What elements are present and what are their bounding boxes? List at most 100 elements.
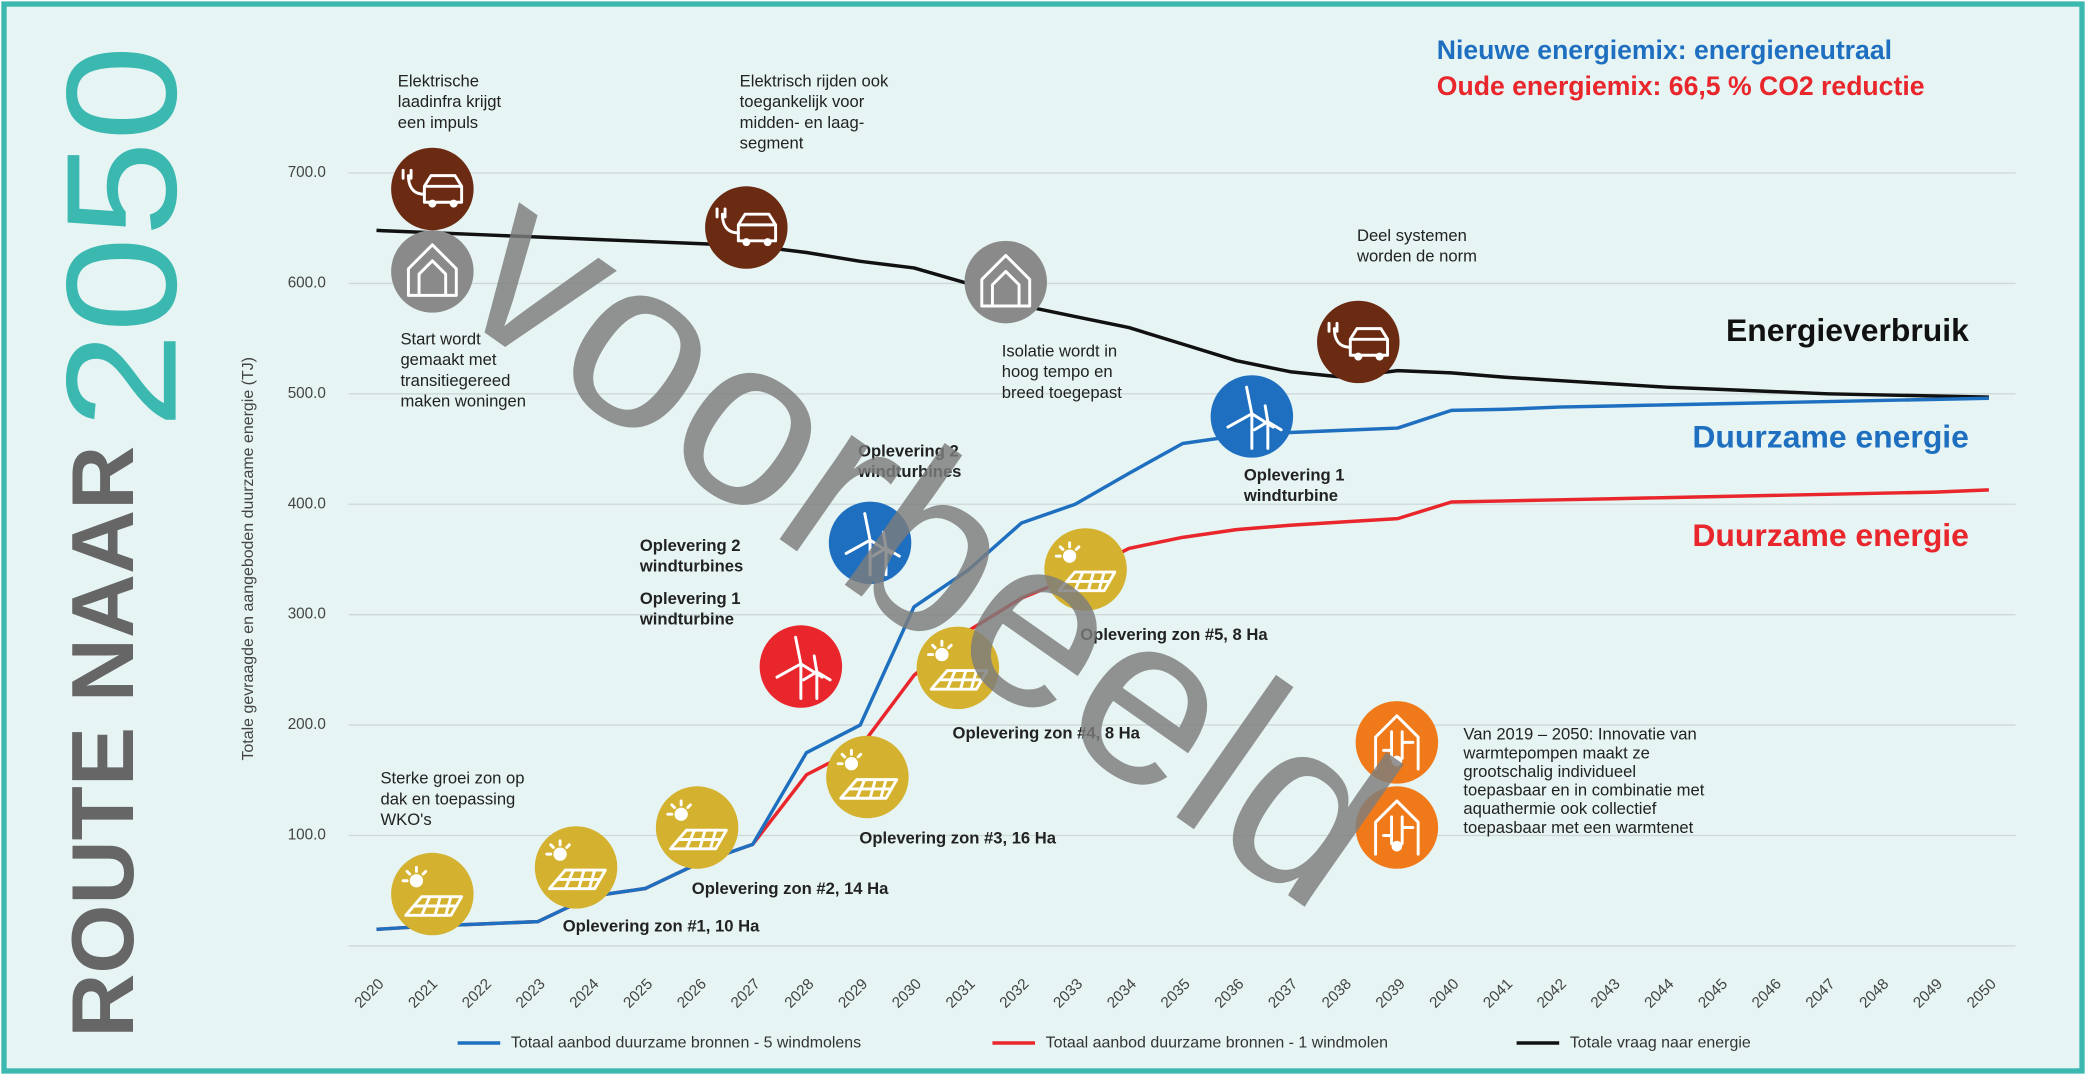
icon-glyph — [927, 639, 953, 657]
legend-label: Totale vraag naar energie — [1570, 1034, 1751, 1051]
y-tick-label: 700.0 — [288, 164, 326, 181]
y-tick-label: 300.0 — [288, 606, 326, 623]
annotation: Oplevering 1 — [640, 589, 741, 608]
icon-glyph — [401, 865, 428, 883]
icon — [655, 786, 739, 869]
icon-glyph — [844, 512, 901, 577]
annotation: Oplevering zon #4, 8 Ha — [953, 723, 1141, 742]
annotation: WKO's — [380, 810, 431, 829]
icon-glyph — [836, 748, 863, 766]
icon-glyph — [929, 669, 989, 691]
annotation: toepasbaar en in combinatie met — [1463, 781, 1704, 800]
icon-glyph — [935, 647, 949, 662]
chart-title: ROUTE NAAR — [54, 446, 152, 1038]
icon-glyph — [1057, 570, 1117, 593]
icon — [1317, 300, 1400, 384]
y-tick-label: 500.0 — [288, 385, 326, 402]
annotation: warmtepompen maakt ze — [1462, 743, 1649, 762]
icon-circle — [534, 826, 618, 909]
icon-glyph — [736, 212, 778, 243]
icon-glyph — [666, 799, 692, 816]
annotation: midden- en laag- — [740, 113, 865, 132]
annotation: segment — [740, 133, 804, 152]
icon — [1210, 375, 1294, 458]
annotation: Elektrisch rijden ook — [740, 72, 889, 91]
icon-glyph — [404, 895, 464, 917]
icon — [828, 501, 912, 585]
icon-glyph — [1226, 385, 1283, 450]
icon — [916, 626, 1000, 710]
mix-legend: Oude energiemix: 66,5 % CO2 reductie — [1437, 71, 1925, 101]
annotation: Oplevering zon #3, 16 Ha — [859, 829, 1056, 848]
annotation: grootschalig individueel — [1463, 762, 1636, 781]
annotation: Oplevering zon #5, 8 Ha — [1080, 625, 1268, 644]
annotation: windturbine — [639, 610, 734, 629]
icon-glyph — [1374, 799, 1420, 856]
chart-subtitle: 2050 — [35, 45, 210, 428]
icon-glyph — [409, 874, 424, 888]
annotation: Oplevering 2 — [858, 441, 959, 460]
icon-circle — [655, 786, 739, 869]
icon-glyph — [449, 199, 458, 208]
data-line — [376, 228, 1989, 399]
icon-glyph — [669, 828, 728, 851]
annotation: laadinfra krijgt — [398, 92, 502, 111]
annotation: Deel systemen — [1357, 226, 1467, 245]
y-axis-label: Totale gevraagde en aangeboden duurzame … — [240, 357, 257, 761]
annotation: aquathermie ook collectief — [1463, 799, 1656, 818]
icon-glyph — [553, 847, 567, 861]
annotation: Oplevering 1 — [1244, 465, 1345, 484]
icon — [1044, 528, 1127, 611]
annotation: worden de norm — [1356, 246, 1477, 265]
annotation: Sterke groei zon op — [380, 769, 524, 788]
icon-circle — [826, 735, 909, 819]
icon-glyph — [1391, 840, 1403, 852]
annotation: hoog tempo en — [1002, 362, 1113, 381]
annotation: Oplevering zon #1, 10 Ha — [563, 916, 760, 935]
icon-glyph — [1327, 321, 1352, 349]
series-end-label: Energieverbruik — [1726, 312, 1969, 348]
y-tick-label: 100.0 — [288, 827, 326, 844]
icon-glyph — [406, 243, 458, 297]
icon-glyph — [1354, 352, 1363, 361]
icon — [705, 186, 788, 269]
icon — [534, 826, 618, 909]
icon-glyph — [1054, 541, 1081, 558]
icon-circle — [1317, 300, 1400, 384]
annotation: toepasbaar met een warmtenet — [1463, 818, 1693, 837]
icon-glyph — [844, 757, 859, 771]
series-end-label: Duurzame energie — [1692, 418, 1969, 454]
icon-glyph — [742, 238, 751, 247]
annotation: Isolatie wordt in — [1002, 342, 1117, 361]
y-tick-label: 600.0 — [288, 274, 326, 291]
icon-glyph — [1375, 352, 1384, 361]
icon-glyph — [674, 807, 688, 821]
icon-glyph — [715, 207, 740, 235]
series-end-label: Duurzame energie — [1692, 517, 1969, 553]
annotation: Oplevering 2 — [640, 536, 741, 555]
icon-glyph — [547, 868, 607, 891]
annotation: Oplevering zon #2, 14 Ha — [692, 879, 889, 898]
annotation: windturbines — [857, 462, 961, 481]
icon — [391, 852, 474, 936]
icon-glyph — [422, 174, 464, 204]
legend-label: Totaal aanbod duurzame bronnen - 1 windm… — [1046, 1034, 1388, 1051]
icon-glyph — [1062, 549, 1077, 563]
icon-glyph — [839, 778, 899, 800]
icon-circle — [391, 147, 474, 231]
legend-label: Totaal aanbod duurzame bronnen - 5 windm… — [511, 1034, 861, 1051]
icon-glyph — [1391, 755, 1403, 767]
icon — [826, 735, 909, 819]
annotation: Van 2019 – 2050: Innovatie van — [1463, 725, 1696, 744]
annotation: breed toegepast — [1002, 383, 1122, 402]
icon-glyph — [1374, 714, 1420, 771]
annotation: maken woningen — [400, 391, 526, 410]
icon — [759, 625, 843, 708]
annotation: windturbine — [1243, 486, 1338, 505]
annotation: windturbines — [639, 556, 743, 575]
icon-glyph — [763, 238, 772, 247]
y-tick-label: 200.0 — [288, 716, 326, 733]
annotation: Start wordt — [400, 330, 481, 349]
